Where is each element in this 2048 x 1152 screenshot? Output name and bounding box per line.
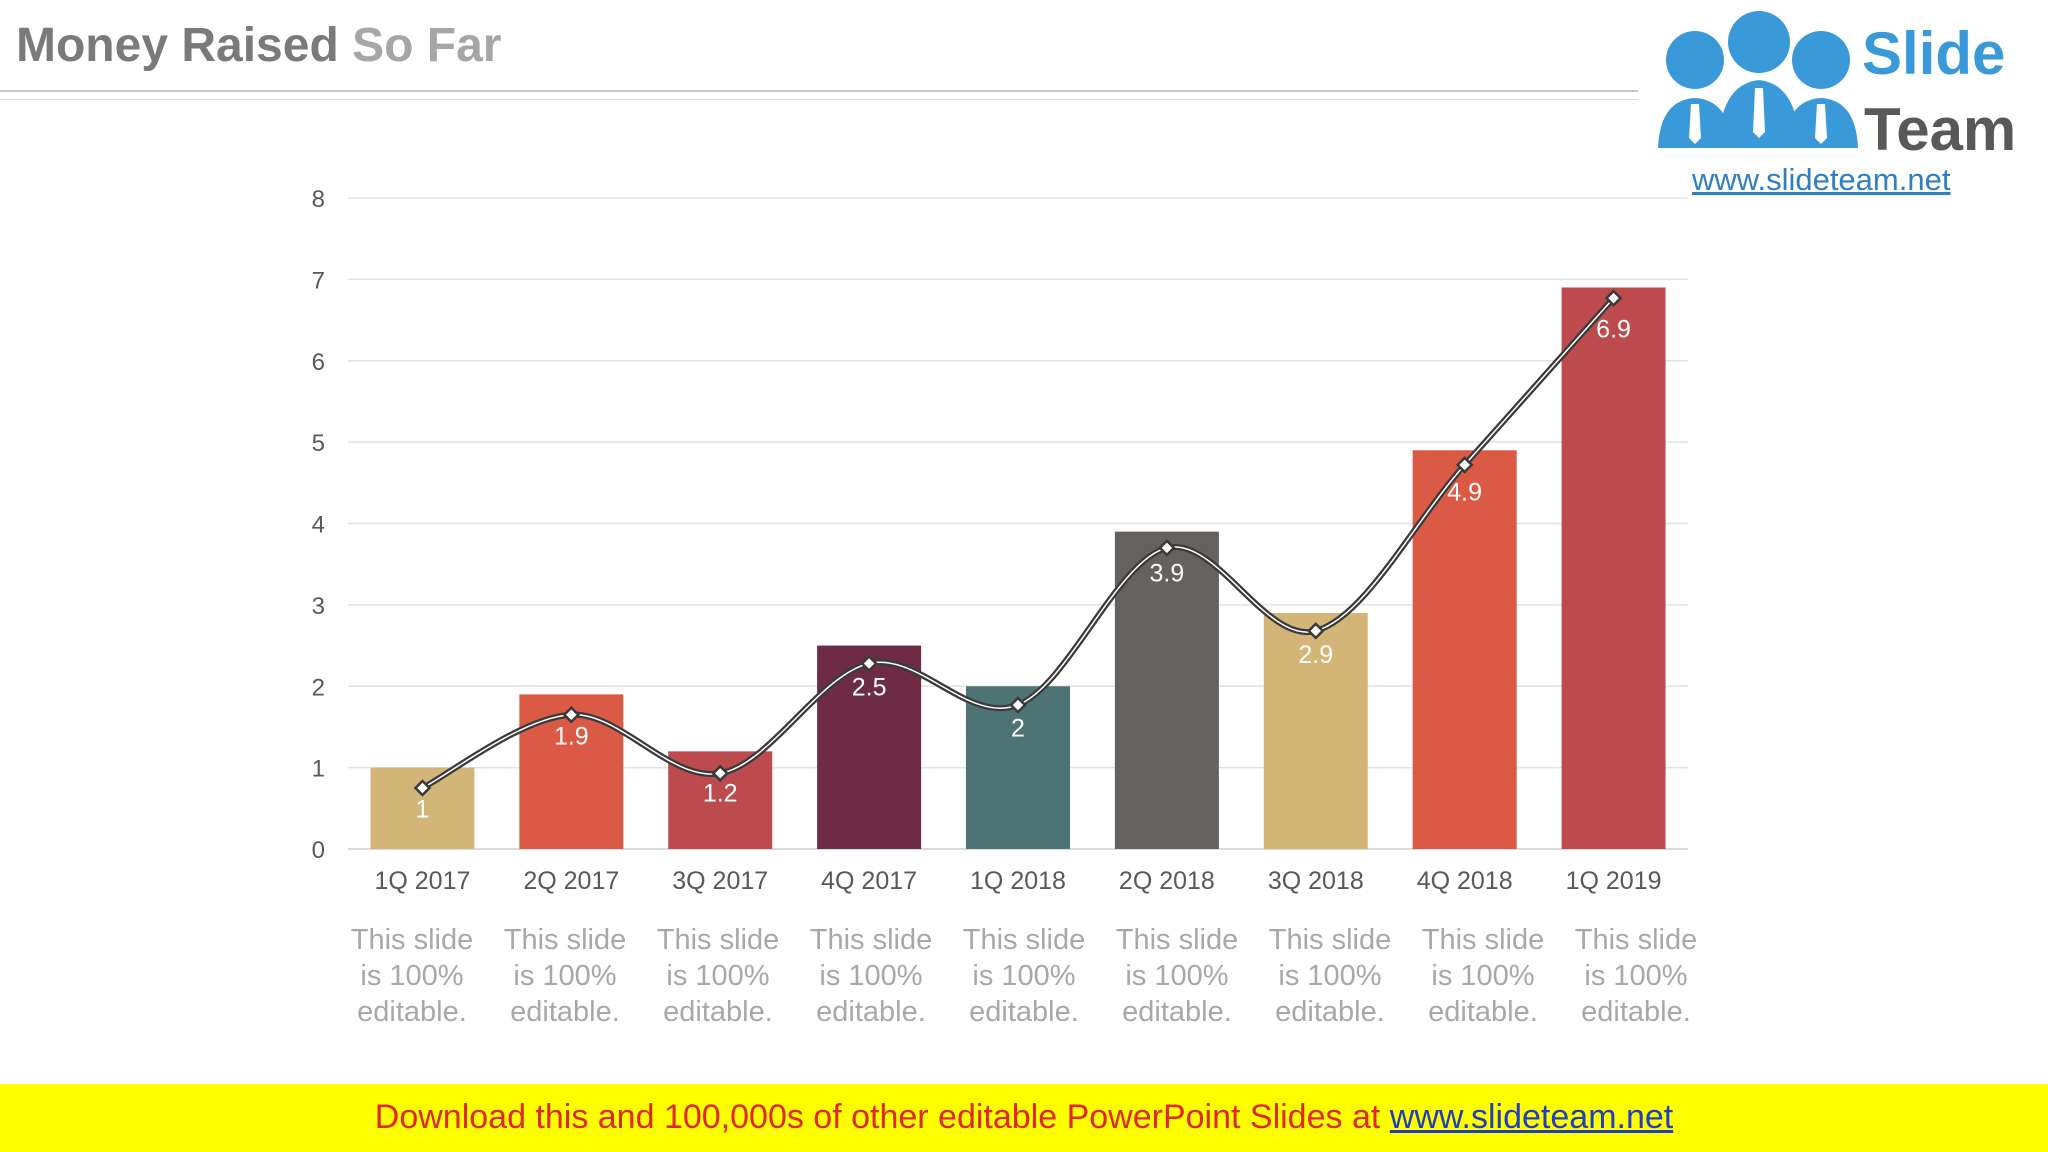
line-marker (711, 764, 729, 783)
y-tick-label: 4 (312, 512, 325, 539)
x-tick-label: 4Q 2017 (821, 867, 917, 895)
y-tick-label: 0 (312, 837, 325, 864)
y-tick-label: 6 (312, 349, 325, 376)
line-marker (1158, 539, 1176, 557)
category-note: This slide is 100% editable. (503, 924, 627, 1028)
data-label: 4.9 (1447, 478, 1482, 506)
bar (1263, 613, 1368, 849)
footer-banner: Download this and 100,000s of other edit… (0, 1084, 2048, 1152)
page-title: Money Raised So Far (16, 18, 501, 73)
bar (1114, 531, 1219, 849)
money-raised-chart: 0 1 2 3 4 5 6 7 8 1 1.9 1.2 2.5 2 3.9 2.9 4.9 6.9 1Q 201… (312, 186, 1688, 895)
x-tick-label: 2Q 2017 (523, 867, 619, 895)
y-tick-label: 5 (312, 430, 325, 457)
y-tick-label: 1 (312, 756, 325, 783)
line-marker (1009, 696, 1027, 714)
data-label: 1.9 (554, 722, 589, 750)
line-marker (1307, 622, 1325, 640)
x-tick-label: 1Q 2017 (374, 867, 470, 895)
y-tick-label: 8 (312, 186, 325, 213)
category-note: This slide is 100% editable. (656, 924, 780, 1028)
data-labels: 1 1.9 1.2 2.5 2 3.9 2.9 4.9 6.9 (415, 316, 1630, 824)
bar (1412, 450, 1517, 849)
logo-word-slide: Slide (1862, 20, 2005, 87)
line-path (422, 297, 1615, 789)
category-notes: This slide is 100% editable. This slide i… (0, 922, 2048, 1042)
y-tick-label: 2 (312, 674, 325, 701)
line-marker (1455, 456, 1474, 474)
y-axis-ticks: 0 1 2 3 4 5 6 7 8 (312, 186, 325, 864)
data-label: 2 (1011, 714, 1025, 742)
x-tick-label: 4Q 2018 (1417, 867, 1513, 895)
data-label: 1 (415, 796, 429, 824)
x-tick-label: 2Q 2018 (1119, 867, 1215, 895)
category-note: This slide is 100% editable. (1268, 924, 1392, 1028)
data-label: 2.5 (852, 674, 887, 702)
category-note: This slide is 100% editable. (1115, 924, 1239, 1028)
category-note: This slide is 100% editable. (1574, 924, 1698, 1028)
y-tick-label: 7 (312, 267, 325, 294)
x-tick-label: 3Q 2017 (672, 867, 768, 895)
line-marker (860, 654, 878, 673)
line-series (413, 289, 1623, 797)
x-tick-label: 1Q 2019 (1566, 867, 1662, 895)
slideteam-logo-icon: Slide Team (1658, 11, 2016, 163)
data-label: 1.2 (703, 779, 738, 807)
x-axis-ticks: 1Q 2017 2Q 2017 3Q 2017 4Q 2017 1Q 2018 2Q 20… (374, 867, 1661, 895)
x-tick-label: 3Q 2018 (1268, 867, 1364, 895)
logo: Slide Team (1638, 0, 2038, 198)
data-label: 3.9 (1150, 560, 1185, 588)
title-accent: So Far (352, 19, 502, 72)
line-marker (1604, 289, 1623, 307)
data-label: 2.9 (1298, 641, 1333, 669)
bar (1561, 287, 1666, 849)
logo-url-link[interactable]: www.slideteam.net (1692, 162, 1951, 197)
line-marker (413, 779, 432, 797)
footer-text: Download this and 100,000s of other edit… (0, 1098, 2048, 1137)
title-divider (0, 90, 1640, 92)
footer-link[interactable]: www.slideteam.net (1389, 1098, 1674, 1136)
data-label: 6.9 (1596, 316, 1631, 344)
bar-series (370, 287, 1666, 849)
title-main: Money Raised (16, 19, 339, 72)
y-tick-label: 3 (312, 593, 325, 620)
x-tick-label: 1Q 2018 (970, 867, 1066, 895)
footer-message: Download this and 100,000s of other edit… (374, 1098, 1390, 1136)
title-divider-secondary (0, 99, 1640, 100)
category-note: This slide is 100% editable. (809, 924, 933, 1028)
category-note: This slide is 100% editable. (350, 924, 474, 1028)
line-marker (562, 705, 581, 724)
logo-word-team: Team (1864, 96, 2016, 160)
category-note: This slide is 100% editable. (962, 924, 1086, 1028)
category-note: This slide is 100% editable. (1421, 924, 1545, 1028)
